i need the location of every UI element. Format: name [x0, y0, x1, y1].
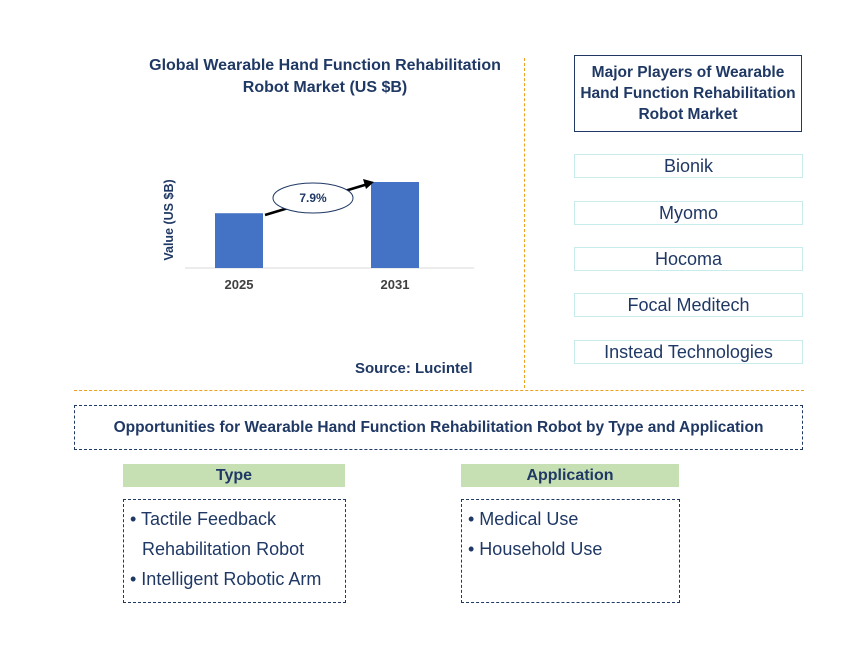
vertical-divider — [524, 58, 525, 388]
type-list: • Tactile Feedback Rehabilitation Robot … — [123, 499, 346, 603]
application-item: • Household Use — [468, 539, 603, 559]
opportunities-title: Opportunities for Wearable Hand Function… — [74, 405, 803, 450]
application-list: • Medical Use • Household Use — [461, 499, 680, 603]
growth-ellipse — [272, 182, 354, 214]
bar-2025 — [215, 213, 263, 268]
horizontal-divider — [74, 390, 804, 391]
application-item: • Medical Use — [468, 509, 579, 529]
type-item: • Tactile Feedback Rehabilitation Robot — [130, 509, 305, 559]
player-item: Focal Meditech — [574, 293, 803, 317]
x-tick-label: 2031 — [381, 277, 410, 292]
bar-2031 — [371, 182, 419, 268]
source-label: Source: Lucintel — [355, 360, 473, 377]
growth-annotation: 7.9% — [264, 179, 374, 217]
y-axis-label: Value (US $B) — [162, 179, 176, 260]
type-heading: Type — [123, 464, 345, 487]
player-item: Bionik — [574, 154, 803, 178]
player-item: Myomo — [574, 201, 803, 225]
player-item: Instead Technologies — [574, 340, 803, 364]
chart-title: Global Wearable Hand Function Rehabilita… — [149, 57, 501, 96]
type-item: • Intelligent Robotic Arm — [130, 569, 322, 589]
growth-arrowhead — [363, 179, 374, 189]
player-item: Hocoma — [574, 247, 803, 271]
growth-label: 7.9% — [299, 191, 327, 205]
x-tick-label: 2025 — [225, 277, 254, 292]
application-heading: Application — [461, 464, 679, 487]
players-title: Major Players of Wearable Hand Function … — [574, 55, 802, 132]
bar-chart: Value (US $B) 2025 2031 7.9% — [162, 179, 474, 292]
